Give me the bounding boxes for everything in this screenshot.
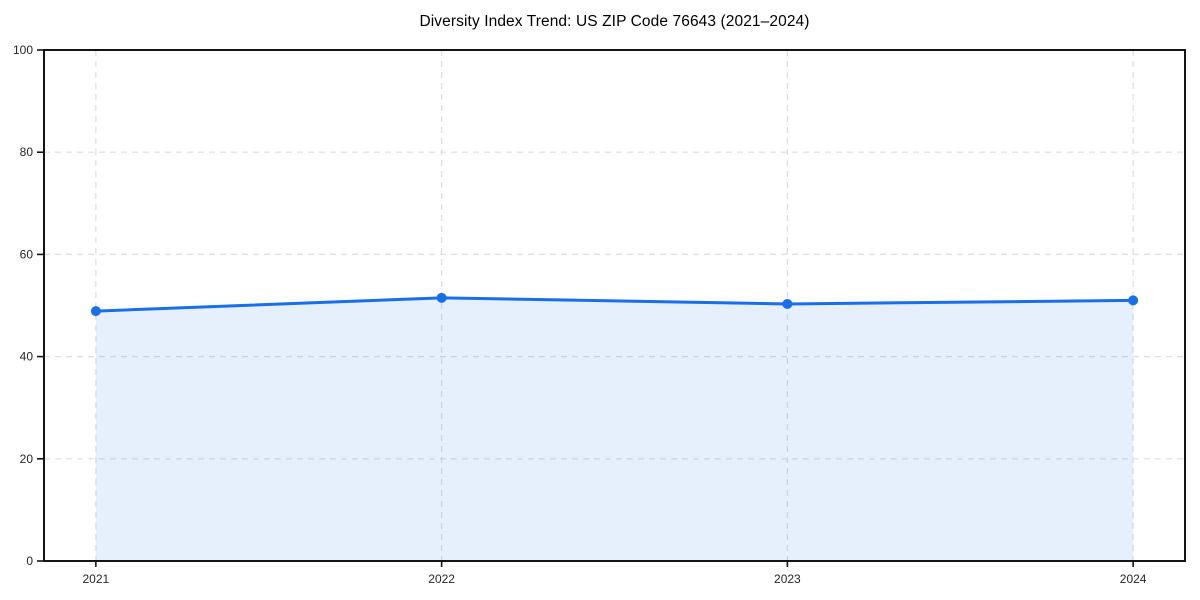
y-tick-label: 60 bbox=[20, 247, 34, 261]
x-tick-label: 2021 bbox=[83, 572, 110, 586]
y-tick-label: 20 bbox=[20, 452, 34, 466]
area-fill bbox=[95, 297, 1134, 561]
data-point bbox=[90, 306, 101, 317]
data-point bbox=[782, 298, 793, 309]
x-tick-label: 2024 bbox=[1120, 572, 1147, 586]
y-tick-label: 80 bbox=[20, 145, 34, 159]
y-tick-label: 40 bbox=[20, 350, 34, 364]
trend-line bbox=[94, 296, 1135, 313]
data-point bbox=[1128, 295, 1139, 306]
chart-title: Diversity Index Trend: US ZIP Code 76643… bbox=[419, 13, 810, 30]
plot-frame bbox=[43, 49, 1186, 562]
x-tick-label: 2022 bbox=[428, 572, 455, 586]
data-point bbox=[436, 292, 447, 303]
x-tick-label: 2023 bbox=[774, 572, 801, 586]
y-tick-label: 0 bbox=[26, 554, 33, 568]
y-tick-label: 100 bbox=[13, 43, 33, 57]
